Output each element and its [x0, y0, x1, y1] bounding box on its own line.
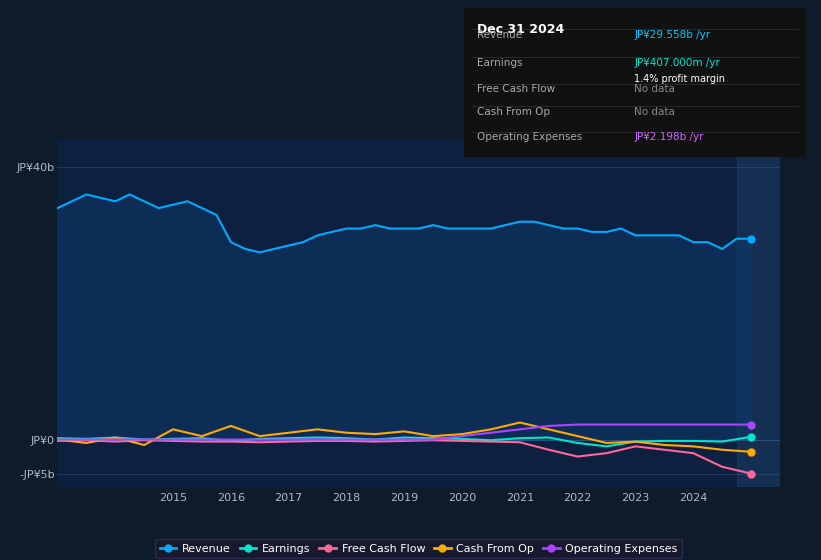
Legend: Revenue, Earnings, Free Cash Flow, Cash From Op, Operating Expenses: Revenue, Earnings, Free Cash Flow, Cash … — [155, 539, 682, 558]
Text: Revenue: Revenue — [478, 30, 523, 40]
Text: Dec 31 2024: Dec 31 2024 — [478, 24, 565, 36]
Text: 1.4% profit margin: 1.4% profit margin — [635, 74, 725, 84]
Text: No data: No data — [635, 107, 675, 116]
Text: Cash From Op: Cash From Op — [478, 107, 551, 116]
Text: JP¥29.558b /yr: JP¥29.558b /yr — [635, 30, 710, 40]
Bar — [736, 140, 780, 487]
Text: JP¥407.000m /yr: JP¥407.000m /yr — [635, 58, 720, 68]
Text: JP¥2.198b /yr: JP¥2.198b /yr — [635, 132, 704, 142]
Text: Earnings: Earnings — [478, 58, 523, 68]
Text: Operating Expenses: Operating Expenses — [478, 132, 583, 142]
Text: Free Cash Flow: Free Cash Flow — [478, 85, 556, 95]
Text: No data: No data — [635, 85, 675, 95]
